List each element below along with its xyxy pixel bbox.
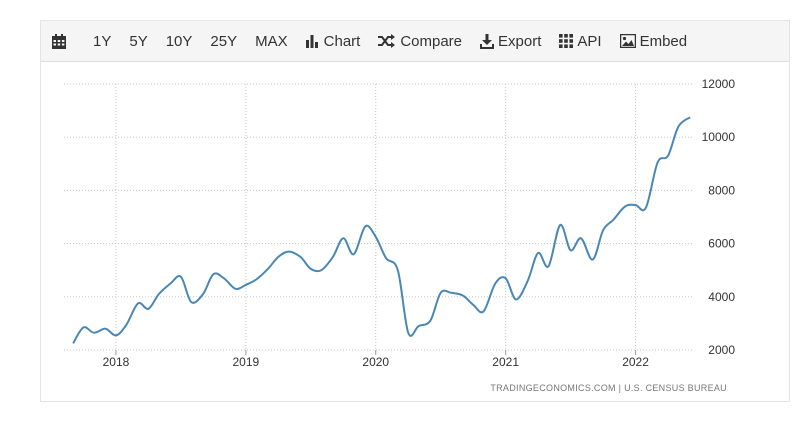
range-25y-button[interactable]: 25Y: [210, 32, 238, 50]
export-button[interactable]: Export: [471, 21, 550, 61]
y-tick-label: 10000: [702, 130, 736, 144]
series-line: [72, 116, 691, 344]
grid-icon: [559, 34, 574, 48]
bar-chart-icon: [305, 34, 320, 48]
chart-toolbar: 1Y 5Y 10Y 25Y MAX Chart Compare: [41, 21, 789, 62]
embed-label: Embed: [639, 32, 688, 50]
x-tick-label: 2018: [103, 355, 130, 369]
calendar-icon: [52, 33, 66, 49]
chart-type-label: Chart: [323, 32, 361, 50]
y-tick-label: 2000: [708, 343, 735, 357]
y-tick-label: 4000: [708, 290, 735, 304]
chart-panel: 1Y 5Y 10Y 25Y MAX Chart Compare: [40, 20, 790, 402]
embed-button[interactable]: Embed: [611, 21, 697, 61]
y-tick-label: 12000: [702, 77, 736, 91]
y-tick-label: 6000: [708, 237, 735, 251]
x-tick-label: 2022: [622, 355, 649, 369]
api-label: API: [577, 32, 602, 50]
image-icon: [619, 34, 636, 48]
x-tick-label: 2020: [362, 355, 389, 369]
range-10y-button[interactable]: 10Y: [165, 32, 193, 50]
range-max-button[interactable]: MAX: [255, 32, 288, 50]
export-label: Export: [498, 32, 542, 50]
calendar-button[interactable]: [41, 21, 84, 61]
x-tick-label: 2021: [492, 355, 519, 369]
x-tick-label: 2019: [233, 355, 260, 369]
chart-area: 2000 4000 6000 8000 10000 12000 2018 2019 2020 20…: [41, 61, 789, 406]
source-credit: TRADINGECONOMICS.COM | U.S. CENSUS BUREA…: [490, 383, 727, 393]
range-1y-button[interactable]: 1Y: [93, 32, 112, 50]
compare-button[interactable]: Compare: [369, 21, 471, 61]
chart-type-button[interactable]: Chart: [297, 21, 370, 61]
download-icon: [480, 33, 495, 49]
y-tick-label: 8000: [708, 183, 735, 197]
range-5y-button[interactable]: 5Y: [129, 32, 148, 50]
api-button[interactable]: API: [550, 21, 610, 61]
compare-label: Compare: [400, 32, 463, 50]
line-chart: 2000 4000 6000 8000 10000 12000 2018 2019 2020 20…: [64, 77, 736, 393]
shuffle-icon: [378, 34, 396, 48]
